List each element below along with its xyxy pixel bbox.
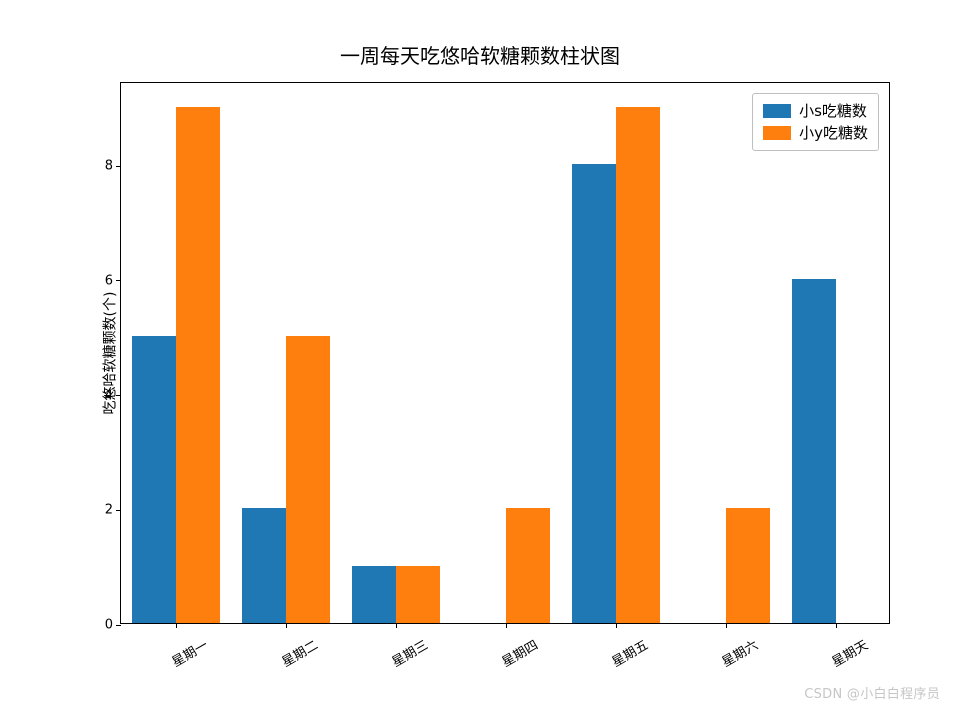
chart-canvas: 一周每天吃悠哈软糖颗数柱状图 02468星期一星期二星期三星期四星期五星期六星期… [0,0,960,720]
bar-series-a [572,164,616,623]
legend: 小s吃糖数小y吃糖数 [752,93,879,151]
legend-item: 小y吃糖数 [763,122,868,144]
y-tick-label: 0 [105,618,121,633]
bar-series-b [176,107,220,623]
bar-series-b [726,508,770,623]
x-tick-label: 星期四 [496,631,541,670]
x-tick-label: 星期二 [276,631,321,670]
bar-series-a [242,508,286,623]
bar-series-a [792,279,836,623]
bar-series-b [286,336,330,623]
bar-series-b [616,107,660,623]
watermark: CSDN @小白白程序员 [804,683,940,702]
x-tick-label: 星期六 [716,631,761,670]
bar-series-b [396,566,440,623]
x-tick-mark [396,623,397,628]
x-tick-label: 星期天 [826,631,871,670]
y-tick-label: 2 [105,503,121,518]
x-tick-mark [506,623,507,628]
x-tick-mark [726,623,727,628]
bar-series-a [132,336,176,623]
x-tick-mark [836,623,837,628]
legend-item: 小s吃糖数 [763,100,868,122]
bar-series-b [506,508,550,623]
plot-area: 02468星期一星期二星期三星期四星期五星期六星期天小s吃糖数小y吃糖数 [120,82,890,624]
y-tick-label: 8 [105,159,121,174]
y-axis-label: 吃悠哈软糖颗数(个) [99,292,119,415]
legend-label: 小s吃糖数 [799,100,867,122]
legend-swatch [763,104,791,118]
y-tick-label: 6 [105,273,121,288]
x-tick-mark [176,623,177,628]
chart-title: 一周每天吃悠哈软糖颗数柱状图 [0,40,960,69]
bar-series-a [352,566,396,623]
x-tick-label: 星期三 [386,631,431,670]
legend-label: 小y吃糖数 [799,122,868,144]
x-tick-label: 星期一 [166,631,211,670]
x-tick-mark [286,623,287,628]
x-tick-mark [616,623,617,628]
x-tick-label: 星期五 [606,631,651,670]
legend-swatch [763,126,791,140]
